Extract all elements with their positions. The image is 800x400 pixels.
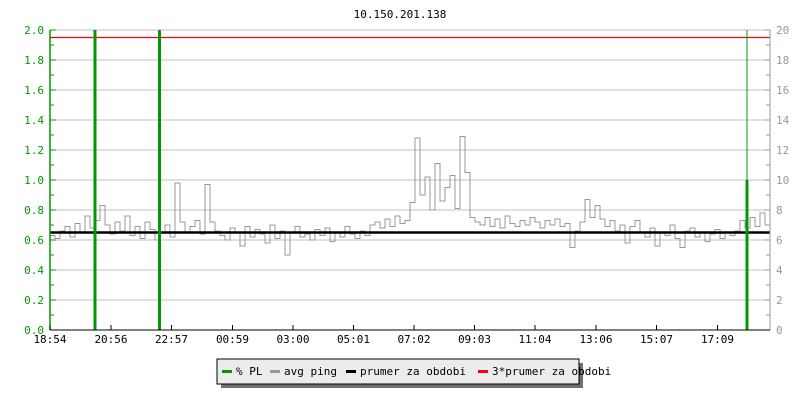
- x-tick-label: 20:56: [94, 333, 127, 346]
- x-tick-label: 13:06: [579, 333, 612, 346]
- right-tick-label: 12: [776, 144, 789, 157]
- left-tick-label: 0.2: [24, 294, 44, 307]
- x-tick-label: 22:57: [155, 333, 188, 346]
- x-tick-label: 18:54: [33, 333, 66, 346]
- legend: % PL avg ping prumer za obdobi 3*prumer za …: [216, 358, 611, 388]
- axes: 0.0 0.2 0.4 0.6 0.8 1.0 1.2 1.4 1.6 1.8 2.0 0 2 4 6 8 10…: [24, 24, 789, 346]
- legend-box: [216, 358, 580, 385]
- chart-title: 10.150.201.138: [354, 8, 447, 21]
- legend-label: 3*prumer za obdobi: [492, 365, 611, 378]
- packet-loss-series: [93, 30, 749, 330]
- right-tick-label: 2: [776, 294, 783, 307]
- legend-swatch: [346, 370, 356, 373]
- grid: [50, 29, 770, 301]
- legend-label: avg ping: [284, 365, 337, 378]
- x-tick-label: 15:07: [640, 333, 673, 346]
- packet-loss-bar: [158, 30, 161, 330]
- left-tick-label: 1.0: [24, 174, 44, 187]
- x-tick-label: 00:59: [216, 333, 249, 346]
- left-tick-label: 0.4: [24, 264, 44, 277]
- right-tick-label: 0: [776, 324, 783, 337]
- right-tick-label: 20: [776, 24, 789, 37]
- left-tick-label: 0.8: [24, 204, 44, 217]
- right-tick-label: 10: [776, 174, 789, 187]
- x-tick-label: 09:03: [458, 333, 491, 346]
- packet-loss-bar: [745, 180, 749, 330]
- x-tick-label: 03:00: [276, 333, 309, 346]
- packet-loss-bar: [93, 30, 97, 330]
- legend-swatch: [222, 370, 232, 373]
- left-tick-label: 2.0: [24, 24, 44, 37]
- legend-swatch: [270, 370, 280, 373]
- right-tick-label: 4: [776, 264, 783, 277]
- left-tick-label: 1.8: [24, 54, 44, 67]
- legend-label: prumer za obdobi: [360, 365, 466, 378]
- legend-label: % PL: [236, 365, 263, 378]
- avg-ping-series: [50, 136, 770, 256]
- x-tick-label: 05:01: [337, 333, 370, 346]
- x-tick-label: 11:04: [518, 333, 551, 346]
- left-tick-label: 1.4: [24, 114, 44, 127]
- reference-lines: [50, 36, 770, 234]
- avg-ping-line: [50, 136, 770, 256]
- legend-swatch: [478, 370, 488, 373]
- x-tick-label: 07:02: [397, 333, 430, 346]
- right-tick-label: 8: [776, 204, 783, 217]
- left-tick-label: 1.6: [24, 84, 44, 97]
- right-tick-label: 14: [776, 114, 790, 127]
- left-tick-label: 0.0: [24, 324, 44, 337]
- x-tick-label: 17:09: [701, 333, 734, 346]
- right-tick-label: 6: [776, 234, 783, 247]
- right-tick-label: 18: [776, 54, 789, 67]
- left-tick-label: 1.2: [24, 144, 44, 157]
- right-tick-label: 16: [776, 84, 789, 97]
- left-tick-label: 0.6: [24, 234, 44, 247]
